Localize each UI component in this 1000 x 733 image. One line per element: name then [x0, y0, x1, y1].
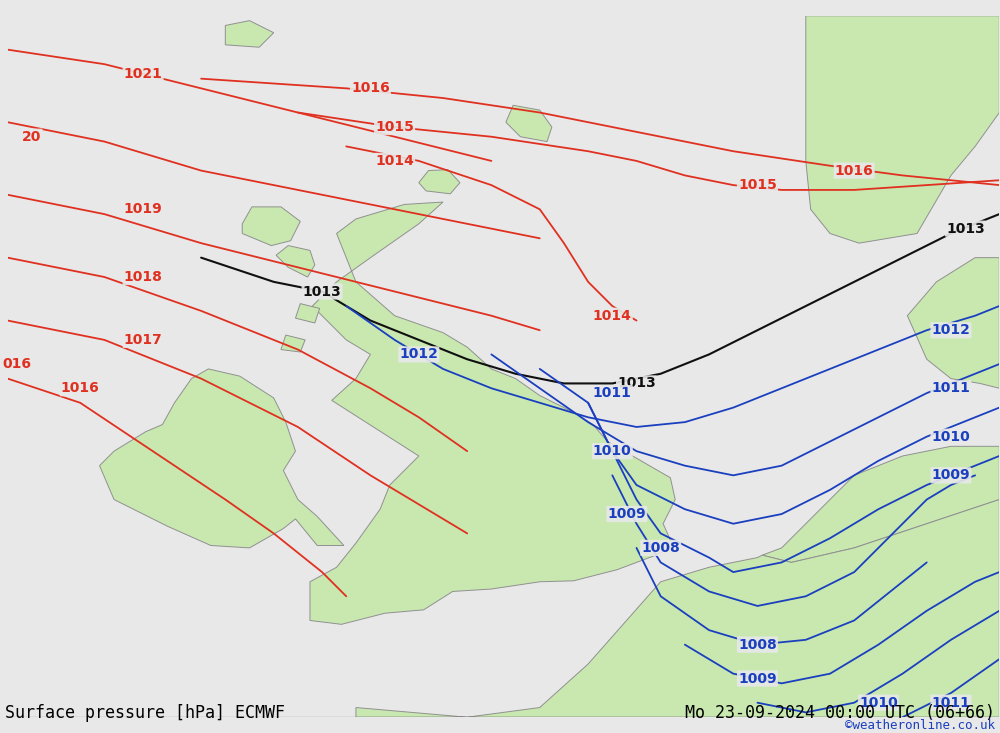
Text: 1010: 1010 [932, 430, 970, 443]
Text: 1009: 1009 [738, 671, 777, 685]
Text: 1010: 1010 [859, 696, 898, 710]
Text: 1013: 1013 [303, 284, 341, 298]
Text: 1011: 1011 [931, 381, 970, 395]
Polygon shape [506, 106, 552, 141]
Polygon shape [276, 246, 315, 277]
Polygon shape [806, 16, 999, 243]
Text: 1015: 1015 [375, 120, 414, 134]
Polygon shape [356, 499, 999, 717]
Text: 1016: 1016 [351, 81, 390, 95]
Polygon shape [907, 258, 999, 388]
Polygon shape [310, 202, 675, 625]
Text: 1009: 1009 [608, 507, 646, 521]
Text: 1012: 1012 [931, 323, 970, 337]
Text: 1017: 1017 [124, 333, 162, 347]
Polygon shape [281, 335, 305, 352]
Text: 1019: 1019 [124, 202, 162, 216]
Text: ©weatheronline.co.uk: ©weatheronline.co.uk [845, 719, 995, 732]
Polygon shape [242, 207, 300, 246]
Polygon shape [295, 303, 320, 323]
Text: 1011: 1011 [931, 696, 970, 710]
Polygon shape [225, 21, 274, 47]
Text: 1021: 1021 [124, 67, 163, 81]
Text: 1014: 1014 [375, 154, 414, 168]
Text: 1015: 1015 [738, 178, 777, 192]
Text: 1010: 1010 [593, 444, 632, 458]
Text: 1013: 1013 [617, 377, 656, 391]
Text: 1016: 1016 [835, 163, 874, 177]
Text: 1008: 1008 [738, 638, 777, 652]
Text: 1018: 1018 [124, 270, 163, 284]
Text: 1009: 1009 [932, 468, 970, 482]
Text: 1011: 1011 [593, 386, 632, 400]
Polygon shape [100, 369, 344, 548]
Text: 20: 20 [22, 130, 42, 144]
Text: 1016: 1016 [61, 381, 100, 395]
Text: Surface pressure [hPa] ECMWF: Surface pressure [hPa] ECMWF [5, 704, 285, 722]
Text: 1008: 1008 [641, 541, 680, 555]
Text: Mo 23-09-2024 00:00 UTC (06+66): Mo 23-09-2024 00:00 UTC (06+66) [685, 704, 995, 722]
Polygon shape [762, 446, 999, 562]
Text: 1012: 1012 [399, 347, 438, 361]
Text: 016: 016 [3, 357, 32, 371]
Text: 1013: 1013 [946, 221, 985, 235]
Text: 1014: 1014 [593, 309, 632, 323]
Polygon shape [419, 169, 460, 194]
